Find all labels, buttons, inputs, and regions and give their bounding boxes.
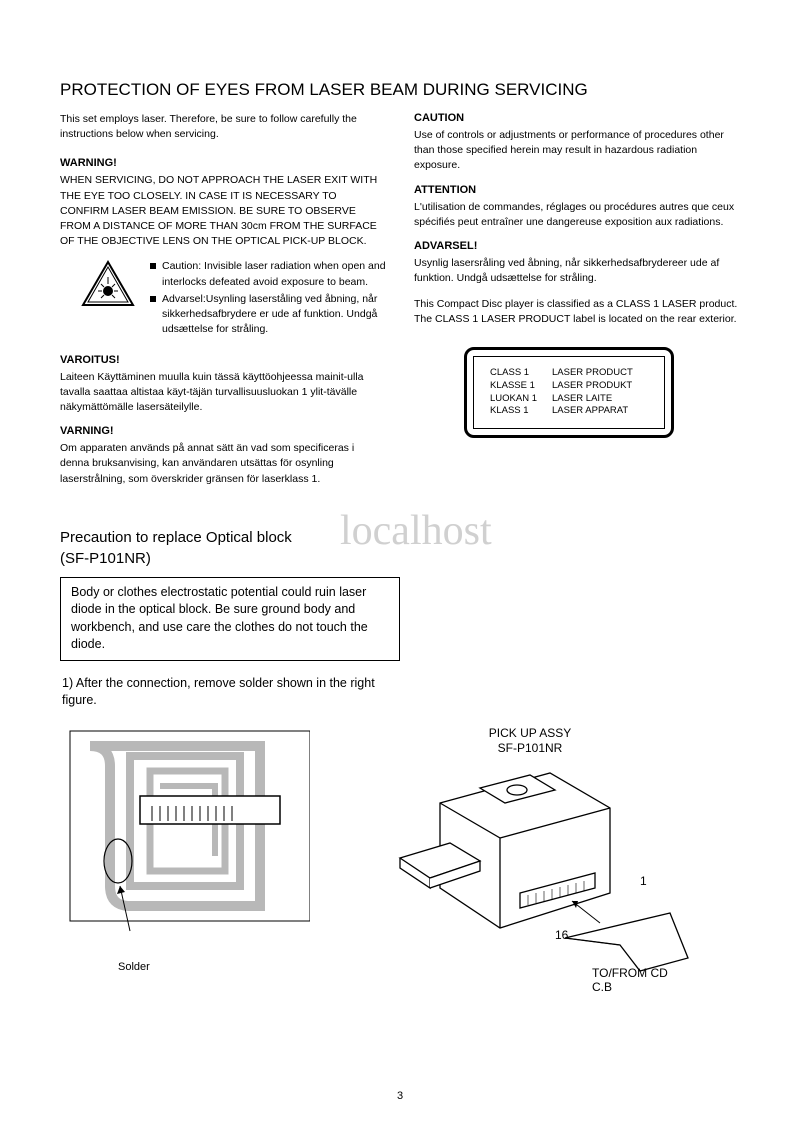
solder-label: Solder: [118, 961, 150, 973]
caution-heading: CAUTION: [414, 112, 740, 124]
label-cell: LASER PRODUCT: [552, 367, 633, 380]
right-column: CAUTION Use of controls or adjustments o…: [414, 112, 740, 497]
advarsel-text: Usynlig lasersråling ved åbning, når sik…: [414, 256, 740, 286]
step-1-text: 1) After the connection, remove solder s…: [60, 675, 400, 710]
laser-warning-triangle-icon: [80, 259, 136, 309]
pin-16-label: 16: [555, 928, 568, 942]
attention-heading: ATTENTION: [414, 184, 740, 196]
left-column: This set employs laser. Therefore, be su…: [60, 112, 386, 497]
label-cell: LASER LAITE: [552, 393, 612, 406]
bullet-item: Advarsel:Usynling laserståling ved åbnin…: [150, 292, 386, 338]
warning-heading: WARNING!: [60, 157, 386, 169]
main-title: PROTECTION OF EYES FROM LASER BEAM DURIN…: [60, 80, 740, 100]
diagrams-row: Solder PICK UP ASSY SF-P101NR: [60, 726, 740, 1008]
pin-1-label: 1: [640, 874, 647, 888]
caution-bullets: Caution: Invisible laser radiation when …: [150, 259, 386, 339]
label-cell: KLASSE 1: [490, 380, 552, 393]
to-from-label: TO/FROM CD C.B: [592, 966, 690, 994]
bullet-square-icon: [150, 296, 156, 302]
class1-label-box: CLASS 1LASER PRODUCT KLASSE 1LASER PRODU…: [464, 347, 674, 438]
bullet-text: Caution: Invisible laser radiation when …: [162, 259, 386, 289]
label-cell: LASER APPARAT: [552, 405, 628, 418]
varoitus-text: Laiteen Käyttäminen muulla kuin tässä kä…: [60, 370, 386, 416]
two-column-layout: This set employs laser. Therefore, be su…: [60, 112, 740, 497]
pickup-assy-title: PICK UP ASSY SF-P101NR: [370, 726, 690, 757]
page-number: 3: [397, 1090, 403, 1102]
precaution-box: Body or clothes electrostatic potential …: [60, 577, 400, 661]
label-cell: LASER PRODUKT: [552, 380, 632, 393]
pcb-solder-diagram: [60, 726, 310, 946]
precaution-title: Precaution to replace Optical block (SF-…: [60, 527, 740, 569]
intro-text: This set employs laser. Therefore, be su…: [60, 112, 386, 141]
caution-text: Use of controls or adjustments or perfor…: [414, 128, 740, 174]
advarsel-heading: ADVARSEL!: [414, 240, 740, 252]
varoitus-heading: VAROITUS!: [60, 354, 386, 366]
attention-text: L'utilisation de commandes, réglages ou …: [414, 200, 740, 230]
bullet-square-icon: [150, 263, 156, 269]
warning-text: WHEN SERVICING, DO NOT APPROACH THE LASE…: [60, 173, 386, 249]
precaution-section: localhost Precaution to replace Optical …: [60, 527, 740, 1008]
class1-text: This Compact Disc player is classified a…: [414, 297, 740, 327]
varning-heading: VARNING!: [60, 425, 386, 437]
bullet-item: Caution: Invisible laser radiation when …: [150, 259, 386, 289]
label-cell: CLASS 1: [490, 367, 552, 380]
label-cell: KLASS 1: [490, 405, 552, 418]
label-cell: LUOKAN 1: [490, 393, 552, 406]
varning-text: Om apparaten används på annat sätt än va…: [60, 441, 386, 487]
class1-label-inner: CLASS 1LASER PRODUCT KLASSE 1LASER PRODU…: [473, 356, 665, 429]
bullet-text: Advarsel:Usynling laserståling ved åbnin…: [162, 292, 386, 338]
warning-icon-row: Caution: Invisible laser radiation when …: [80, 259, 386, 339]
